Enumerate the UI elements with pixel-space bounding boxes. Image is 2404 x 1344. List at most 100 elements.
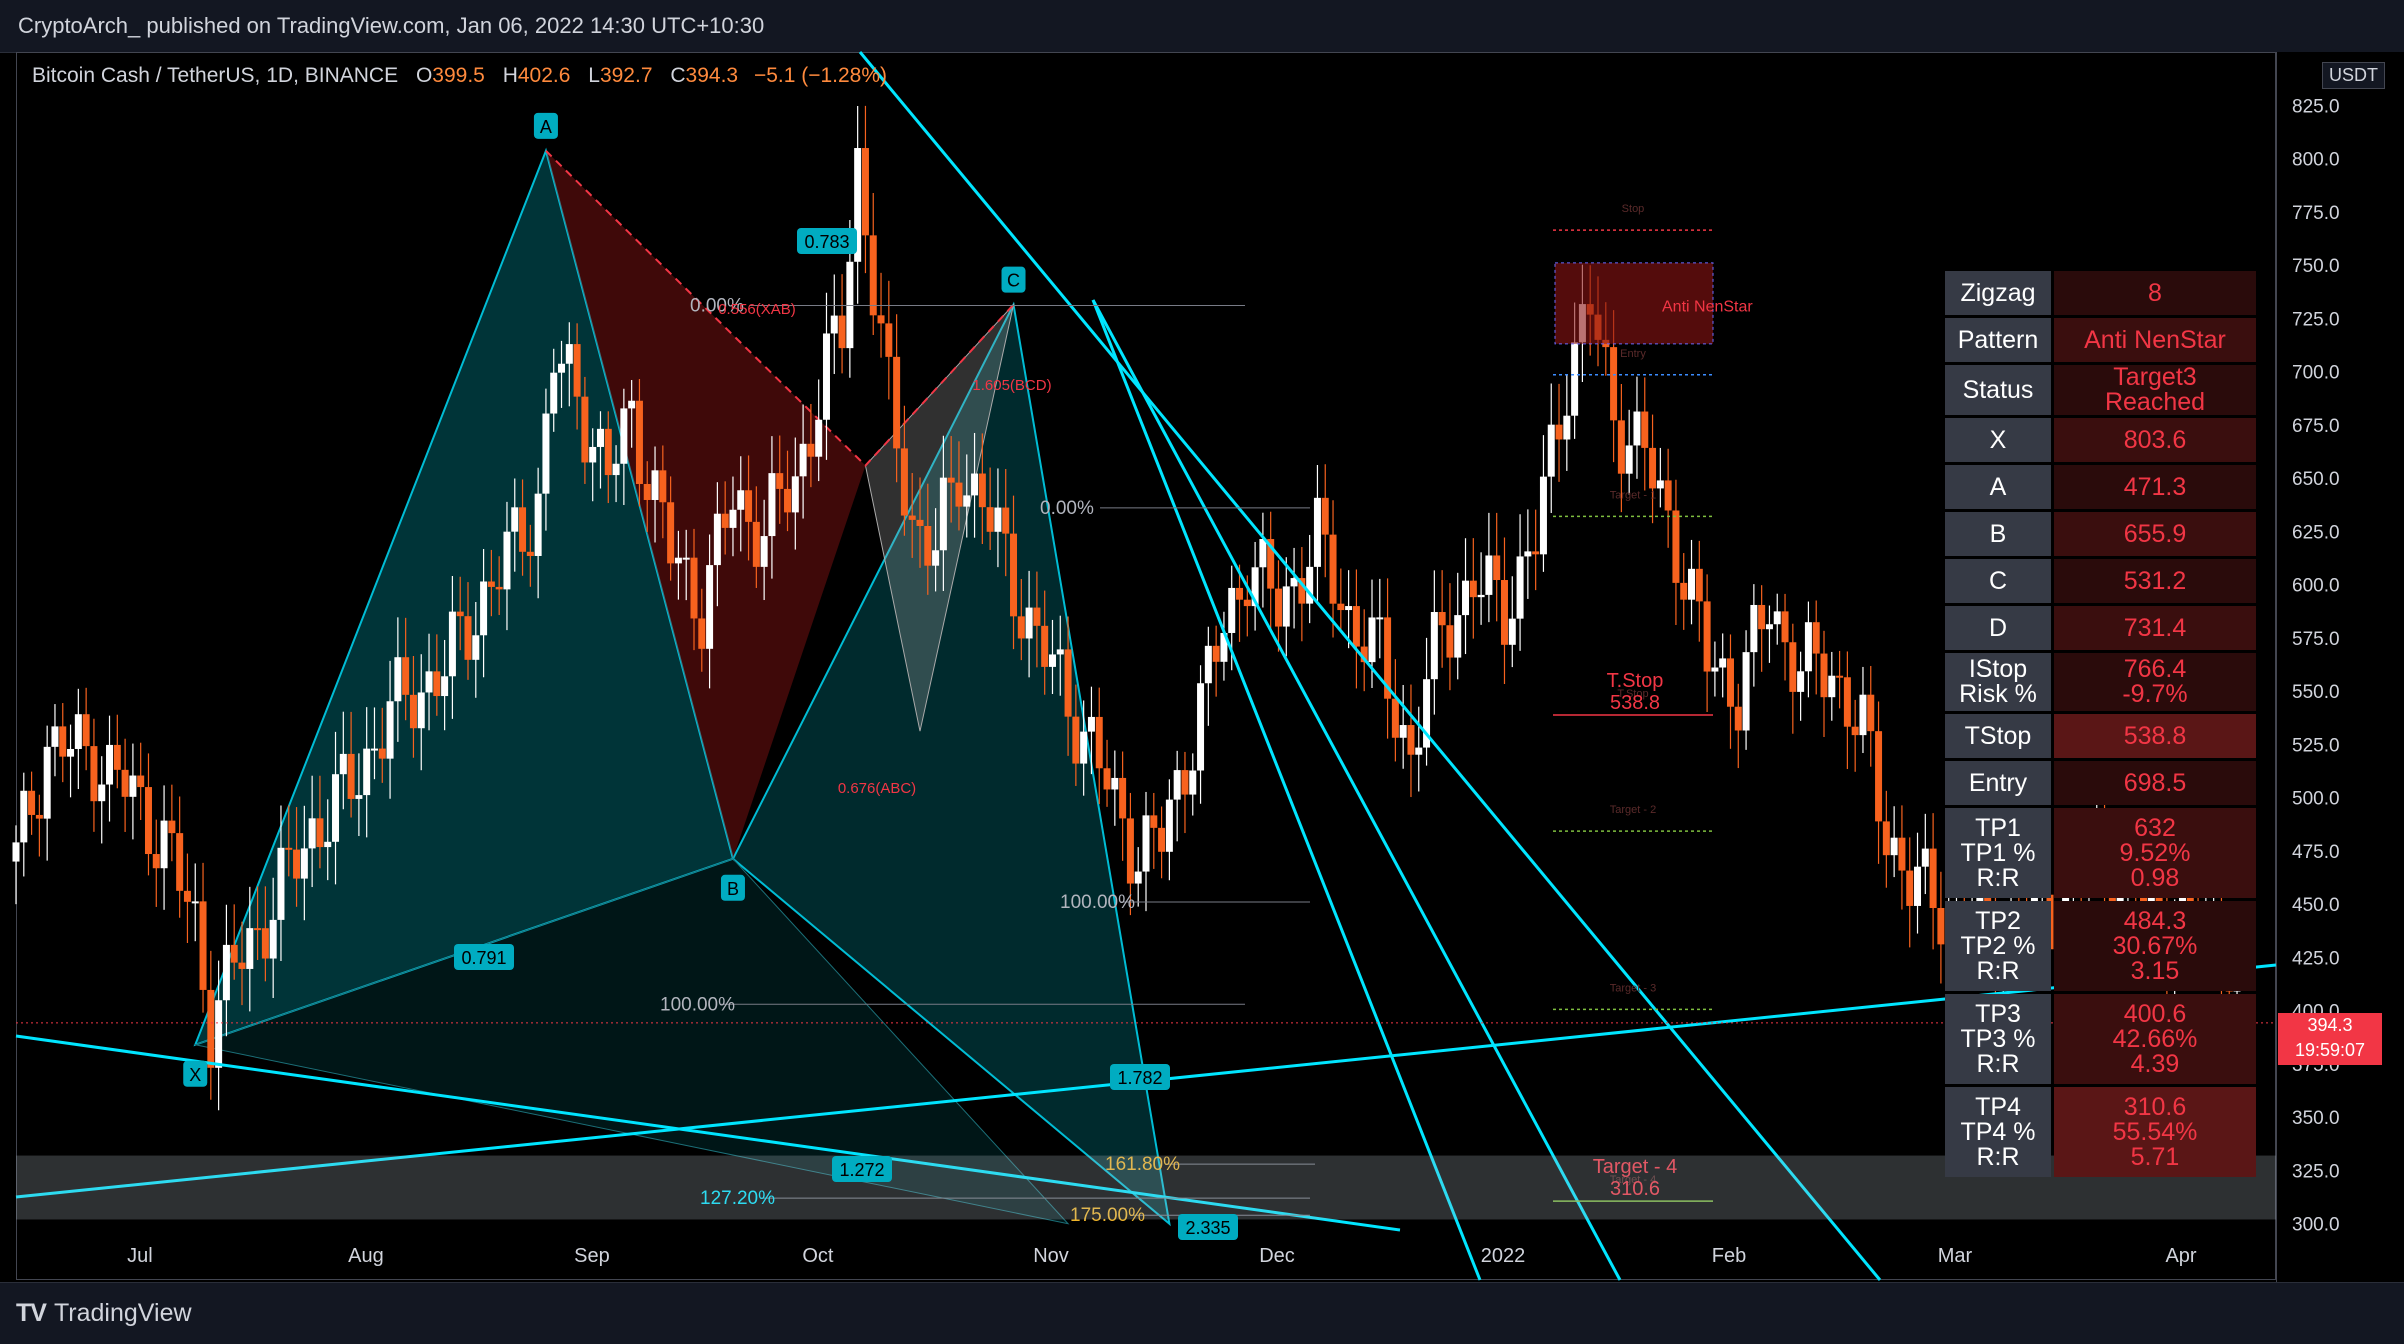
candle-body [1914,866,1922,906]
candle-body [1828,675,1836,698]
candle-body [464,616,472,660]
candle-body [1274,588,1282,627]
candle-body [1797,671,1805,692]
target-label: Entry [1620,348,1646,360]
candle-body [955,482,963,507]
candle-body [176,833,184,891]
candle-body [565,344,573,364]
tradingview-logo[interactable]: TV TradingView [16,1299,192,1328]
candle-body [596,428,604,447]
candle-body [1010,533,1018,617]
stats-value: 766.4 -9.7% [2054,653,2256,711]
stats-label: TP2 TP2 % R:R [1945,901,2051,991]
candle-body [1033,607,1041,626]
stats-value: 531.2 [2054,559,2256,603]
symbol-name: Bitcoin Cash / TetherUS, 1D, BINANCE [32,64,399,87]
stats-row: A 471.3 [1945,465,2256,509]
candle-body [215,1000,223,1068]
target-label: Target - 4 [1610,1174,1656,1186]
candle-body [1243,599,1251,607]
stats-label: Zigzag [1945,271,2051,315]
y-tick-label: 675.0 [2292,416,2340,437]
stats-value: Anti NenStar [2054,318,2256,362]
stats-label: TP1 TP1 % R:R [1945,808,2051,898]
candle-body [20,790,28,843]
stats-row: IStop Risk % 766.4 -9.7% [1945,653,2256,711]
candle-body [238,962,246,969]
candle-body [542,413,550,494]
candle-body [1649,447,1657,489]
candle-body [690,557,698,619]
x-tick-label: 2022 [1481,1245,1526,1267]
pattern-stats-table: Zigzag 8 Pattern Anti NenStar Status Target3 … [1942,268,2259,1180]
candle-body [1500,580,1508,645]
inner-ratio-text: 0.676(ABC) [838,780,916,797]
candle-body [1836,675,1844,678]
y-tick-label: 575.0 [2292,629,2340,650]
price-axis[interactable] [2276,52,2404,1282]
target-label: Target - 3 [1610,982,1656,994]
candle-body [2147,886,2155,912]
currency-badge[interactable]: USDT [2322,62,2385,89]
candle-body [1220,632,1228,662]
brand-name: TradingView [53,1299,192,1327]
candle-body [651,470,659,500]
stats-label: Status [1945,365,2051,415]
candle-body [1282,586,1290,627]
y-tick-label: 350.0 [2292,1108,2340,1129]
candle-body [1189,770,1197,795]
y-tick-label: 475.0 [2292,842,2340,863]
candle-body [472,635,480,660]
ratio-badge-text: 1.272 [839,1160,884,1180]
candle-body [1056,649,1064,655]
candle-body [1875,731,1883,822]
candle-body [1524,551,1532,557]
candle-body [729,509,737,528]
y-tick-label: 825.0 [2292,96,2340,117]
candle-body [1765,624,1773,630]
y-tick-label: 450.0 [2292,895,2340,916]
candle-body [916,519,924,526]
candle-body [1025,607,1033,639]
candle-body [1921,848,1929,867]
candle-body [43,746,51,819]
candle-body [1820,653,1828,698]
y-tick-label: 425.0 [2292,948,2340,969]
candle-body [1493,555,1501,581]
candle-body [1126,818,1134,884]
candle-body [1446,625,1454,658]
high-label: H [502,64,518,87]
stats-value: 471.3 [2054,465,2256,509]
candle-body [425,671,433,693]
candle-body [480,581,488,636]
candle-body [144,787,152,855]
candle-body [152,854,160,869]
stats-row: TStop 538.8 [1945,714,2256,758]
fib-level-label: 175.00% [1070,1205,1145,1226]
stats-label: C [1945,559,2051,603]
change-value: −5.1 (−1.28%) [753,64,888,87]
candle-body [1789,642,1797,692]
target4-label: Target - 4 [1593,1156,1677,1178]
candle-body [1539,476,1547,555]
candle-body [1563,415,1571,440]
stats-row: Status Target3 Reached [1945,365,2256,415]
candle-body [1750,604,1758,653]
candle-body [1017,616,1025,639]
candle-body [417,692,425,729]
candle-body [1617,420,1625,474]
close-label: C [670,64,686,87]
y-tick-label: 775.0 [2292,203,2340,224]
low-value: 392.7 [599,64,653,87]
tstop-label: T.Stop [1607,670,1664,692]
bar-countdown: 19:59:07 [2294,1040,2366,1060]
candle-body [1898,837,1906,871]
x-tick-label: Nov [1033,1245,1069,1267]
candle-body [324,841,332,848]
candle-body [113,744,121,770]
open-value: 399.5 [432,64,485,87]
y-tick-label: 325.0 [2292,1161,2340,1182]
candle-body [441,676,449,697]
candle-body [160,820,168,869]
candle-body [558,363,566,373]
